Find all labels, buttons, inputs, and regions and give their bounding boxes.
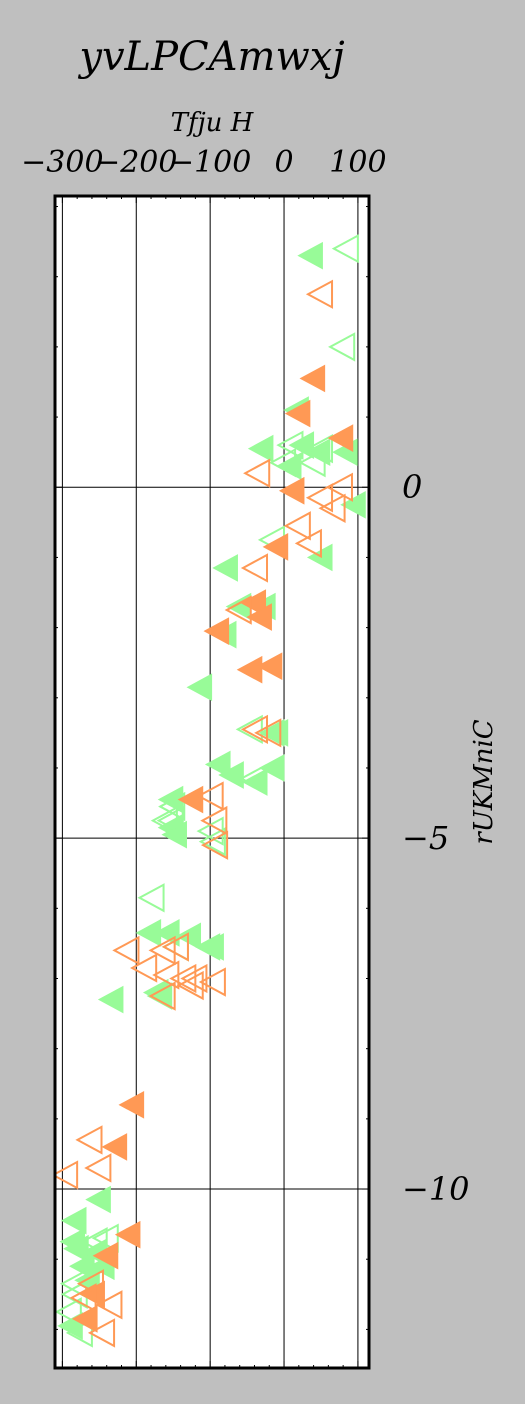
- scatter-point: [246, 603, 272, 631]
- scatter-point: [97, 985, 124, 1014]
- scatter-point: [198, 967, 226, 997]
- scatter-point: [148, 935, 176, 966]
- y-axis-label: rUKMniC: [469, 719, 499, 844]
- scatter-point: [240, 553, 269, 583]
- scatter-point: [200, 805, 228, 836]
- scatter-point: [80, 1226, 108, 1257]
- scatter-point: [148, 981, 176, 1011]
- scatter-point: [284, 399, 311, 428]
- scatter-point: [204, 750, 231, 779]
- scatter-point: [101, 1133, 128, 1161]
- scatter-point: [156, 805, 184, 836]
- scatter-point: [240, 589, 267, 617]
- scatter-point: [218, 761, 244, 789]
- x-tick-label: −100: [169, 145, 251, 180]
- plot-frame: [53, 194, 371, 1370]
- scatter-point: [305, 483, 334, 513]
- scatter-point: [212, 554, 238, 582]
- scatter-point: [84, 1153, 112, 1183]
- scatter-point: [85, 1185, 111, 1214]
- scatter-point: [254, 718, 282, 748]
- scatter-point: [76, 1269, 104, 1299]
- x-tick-label: 0: [274, 145, 293, 180]
- scatter-point: [327, 424, 354, 452]
- scatter-point: [247, 434, 274, 463]
- scatter-point: [118, 1090, 145, 1119]
- scatter-point: [256, 652, 283, 681]
- scatter-point: [328, 332, 356, 362]
- scatter-point: [198, 826, 226, 857]
- scatter-point: [130, 953, 158, 983]
- scatter-point: [169, 963, 197, 994]
- y-tick-label: −10: [402, 1170, 470, 1208]
- scatter-point: [198, 933, 224, 961]
- scatter-point: [92, 1241, 119, 1270]
- scatter-point: [278, 476, 305, 505]
- scatter-point: [79, 1280, 105, 1309]
- scatter-point: [240, 714, 269, 745]
- scatter-point: [180, 963, 208, 994]
- scatter-point: [298, 448, 326, 478]
- scatter-point: [150, 805, 178, 836]
- scatter-point: [114, 1220, 141, 1249]
- scatter-point: [283, 511, 311, 541]
- scatter-point: [95, 1290, 123, 1320]
- scatter-point: [137, 883, 165, 913]
- scatter-point: [200, 830, 229, 860]
- scatter-point: [236, 655, 263, 684]
- scatter-point: [297, 241, 323, 270]
- x-tick-label: −200: [95, 145, 177, 180]
- scatter-point: [262, 533, 289, 561]
- scatter-point: [69, 1283, 97, 1313]
- data-markers: [55, 233, 366, 1348]
- scatter-point: [325, 472, 353, 502]
- scatter-point: [262, 719, 289, 747]
- scatter-point: [161, 932, 189, 962]
- chart-title: yvLPCAmwxj: [77, 34, 344, 80]
- scatter-point: [112, 935, 140, 966]
- scatter-point: [87, 1318, 116, 1348]
- scatter-point: [331, 233, 359, 264]
- scatter-point: [55, 1160, 79, 1190]
- scatter-point: [176, 970, 204, 1001]
- scatter-point: [318, 493, 346, 523]
- scatter-point: [243, 458, 271, 488]
- scatter-point: [75, 1125, 103, 1155]
- x-tick-label: −300: [21, 145, 103, 180]
- x-axis-label: Tfju H: [171, 108, 255, 138]
- scatter-point: [177, 785, 204, 814]
- scatter-point: [305, 279, 334, 309]
- scatter-point: [224, 595, 252, 625]
- y-tick-label: 0: [402, 468, 422, 506]
- scatter-point: [60, 1206, 87, 1235]
- scatter-point: [186, 673, 213, 702]
- scatter-point: [299, 364, 326, 393]
- scatter-point: [196, 781, 224, 811]
- scatter-point: [268, 448, 297, 478]
- plot-area: [55, 196, 369, 1368]
- scatter-point: [71, 1305, 98, 1333]
- scatter-point: [294, 528, 322, 559]
- scatter-point: [203, 617, 230, 645]
- scatter-point: [305, 433, 334, 464]
- y-tick-label: −5: [402, 819, 449, 857]
- scatter-point: [146, 982, 173, 1010]
- scatter-point: [340, 490, 366, 519]
- scatter-point: [55, 1297, 82, 1327]
- x-tick-label: 100: [329, 145, 386, 180]
- scatter-point: [239, 763, 267, 794]
- scatter-point: [258, 754, 285, 782]
